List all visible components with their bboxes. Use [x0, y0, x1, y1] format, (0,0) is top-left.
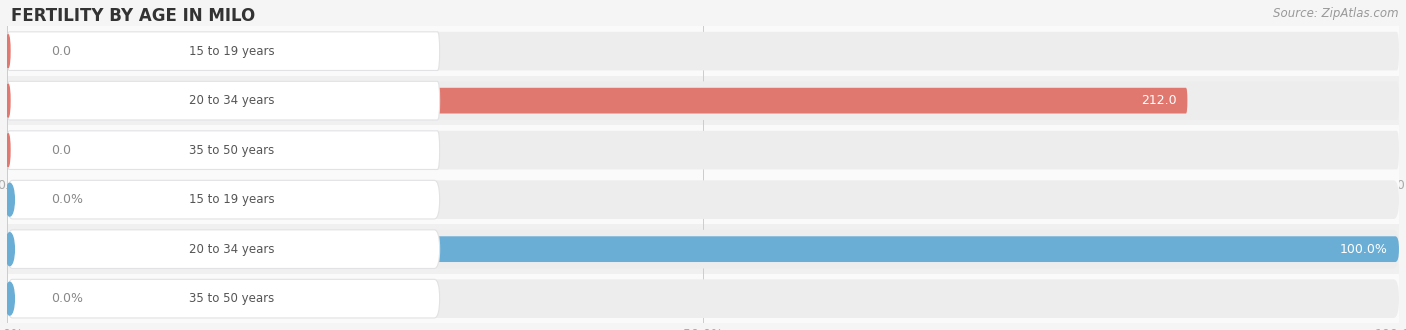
Text: 15 to 19 years: 15 to 19 years — [190, 193, 274, 206]
FancyBboxPatch shape — [7, 38, 38, 64]
FancyBboxPatch shape — [7, 180, 440, 219]
FancyBboxPatch shape — [7, 224, 1399, 274]
FancyBboxPatch shape — [7, 131, 440, 170]
FancyBboxPatch shape — [7, 187, 38, 213]
FancyBboxPatch shape — [7, 175, 1399, 224]
FancyBboxPatch shape — [7, 279, 1399, 318]
FancyBboxPatch shape — [7, 32, 440, 71]
Text: 0.0%: 0.0% — [52, 193, 83, 206]
FancyBboxPatch shape — [7, 230, 1399, 269]
Text: 35 to 50 years: 35 to 50 years — [190, 144, 274, 157]
FancyBboxPatch shape — [7, 32, 1399, 71]
FancyBboxPatch shape — [7, 82, 440, 120]
Text: Source: ZipAtlas.com: Source: ZipAtlas.com — [1274, 7, 1399, 19]
Circle shape — [6, 134, 10, 167]
FancyBboxPatch shape — [7, 131, 1399, 170]
FancyBboxPatch shape — [7, 125, 1399, 175]
FancyBboxPatch shape — [7, 137, 38, 163]
FancyBboxPatch shape — [7, 88, 1188, 114]
Text: 20 to 34 years: 20 to 34 years — [190, 94, 274, 107]
Circle shape — [6, 282, 14, 315]
Text: 212.0: 212.0 — [1140, 94, 1177, 107]
FancyBboxPatch shape — [7, 230, 440, 269]
FancyBboxPatch shape — [7, 236, 1399, 262]
FancyBboxPatch shape — [7, 82, 1399, 120]
FancyBboxPatch shape — [7, 180, 1399, 219]
FancyBboxPatch shape — [7, 26, 1399, 76]
Text: 0.0: 0.0 — [52, 45, 72, 58]
Text: 15 to 19 years: 15 to 19 years — [190, 45, 274, 58]
Text: 35 to 50 years: 35 to 50 years — [190, 292, 274, 305]
FancyBboxPatch shape — [7, 274, 1399, 323]
FancyBboxPatch shape — [7, 286, 38, 312]
FancyBboxPatch shape — [7, 76, 1399, 125]
FancyBboxPatch shape — [7, 279, 440, 318]
Text: FERTILITY BY AGE IN MILO: FERTILITY BY AGE IN MILO — [11, 7, 256, 25]
Text: 0.0: 0.0 — [52, 144, 72, 157]
Circle shape — [6, 183, 14, 216]
Circle shape — [6, 35, 10, 68]
Text: 0.0%: 0.0% — [52, 292, 83, 305]
Circle shape — [6, 84, 10, 117]
Circle shape — [6, 233, 14, 266]
Text: 20 to 34 years: 20 to 34 years — [190, 243, 274, 256]
Text: 100.0%: 100.0% — [1340, 243, 1388, 256]
